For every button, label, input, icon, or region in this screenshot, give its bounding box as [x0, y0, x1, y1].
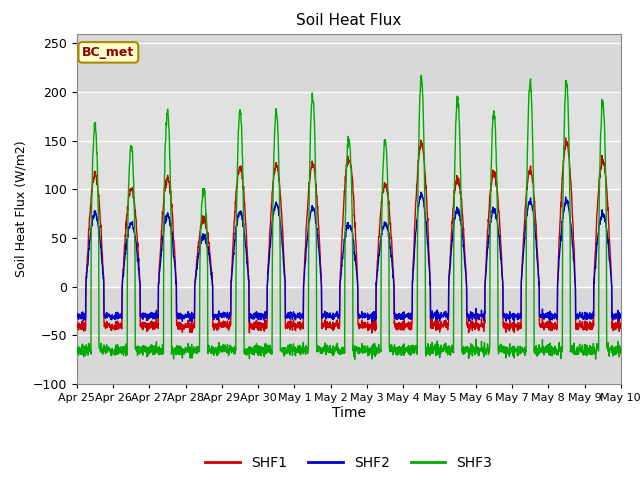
Title: Soil Heat Flux: Soil Heat Flux	[296, 13, 401, 28]
SHF1	[225, 327, 232, 333]
Bar	[77, 92, 621, 287]
SHF3	[365, 349, 372, 355]
SHF2	[508, 312, 515, 318]
SHF1	[507, 324, 515, 330]
SHF2	[73, 310, 81, 315]
SHF1	[562, 135, 570, 141]
SHF3	[351, 357, 358, 362]
SHF1	[570, 225, 577, 230]
X-axis label: Time: Time	[332, 406, 366, 420]
SHF2	[570, 248, 577, 253]
Line: SHF1: SHF1	[77, 138, 621, 333]
SHF2	[417, 189, 424, 195]
SHF3	[417, 72, 425, 78]
SHF1	[368, 330, 376, 336]
SHF2	[368, 319, 376, 325]
SHF1	[365, 326, 372, 332]
SHF3	[508, 345, 515, 351]
SHF3	[570, 343, 577, 348]
SHF1	[584, 322, 592, 328]
SHF2	[365, 316, 372, 322]
SHF2	[617, 315, 625, 321]
Y-axis label: Soil Heat Flux (W/m2): Soil Heat Flux (W/m2)	[14, 141, 27, 277]
SHF1	[376, 213, 384, 218]
SHF1	[73, 319, 81, 324]
SHF2	[584, 312, 592, 318]
Line: SHF3: SHF3	[77, 75, 621, 360]
Text: BC_met: BC_met	[82, 46, 134, 59]
SHF3	[617, 350, 625, 356]
SHF2	[376, 240, 384, 245]
SHF1	[617, 325, 625, 331]
SHF3	[584, 347, 592, 352]
SHF3	[376, 347, 384, 353]
SHF2	[225, 317, 232, 323]
Line: SHF2: SHF2	[77, 192, 621, 322]
SHF3	[73, 342, 81, 348]
Legend: SHF1, SHF2, SHF3: SHF1, SHF2, SHF3	[200, 450, 498, 475]
SHF3	[225, 352, 232, 358]
